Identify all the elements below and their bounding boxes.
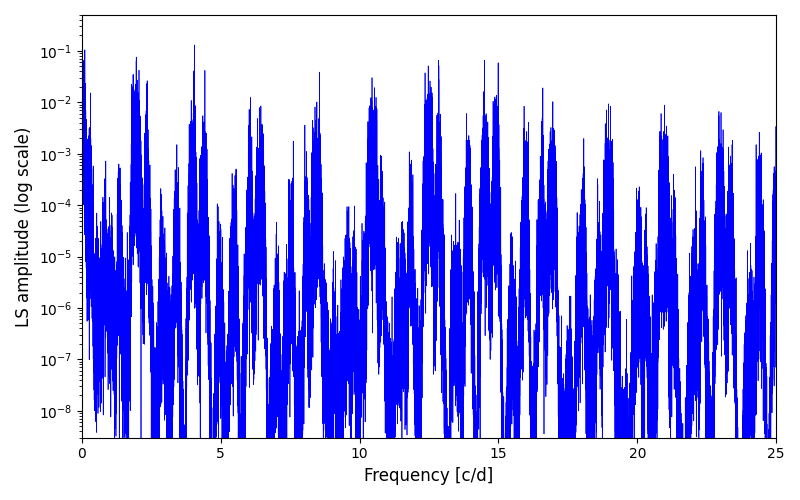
Y-axis label: LS amplitude (log scale): LS amplitude (log scale) xyxy=(15,126,33,326)
X-axis label: Frequency [c/d]: Frequency [c/d] xyxy=(364,467,494,485)
